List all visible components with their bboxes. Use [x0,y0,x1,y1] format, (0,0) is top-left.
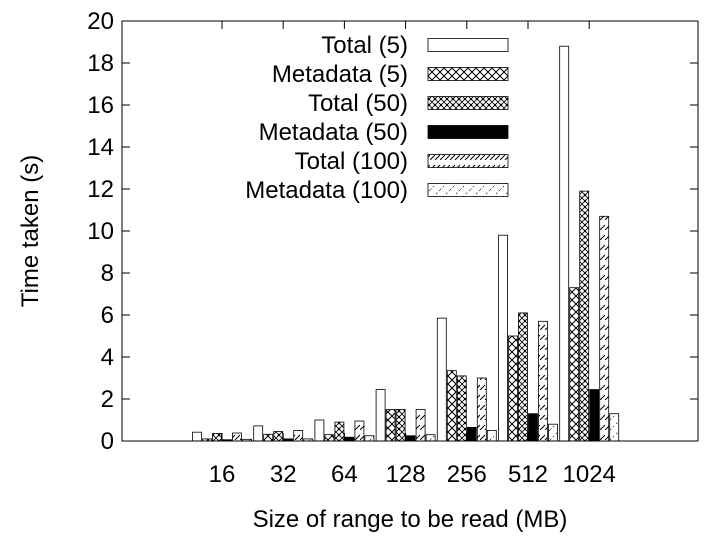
x-ticks: 16 32 64 128 256 512 1024 [209,21,616,488]
x-tick-label: 512 [508,461,548,488]
bar-light-dash-128 [425,434,436,442]
bar-crosshatch-1024 [569,287,580,442]
y-tick-label: 4 [101,344,114,371]
y-tick-label: 0 [101,428,114,455]
x-axis-label: Size of range to be read (MB) [253,506,568,533]
bar-dotted-cross-32 [273,431,284,442]
y-tick-label: 14 [87,134,114,161]
bar-diagonal-dash-256 [476,377,487,442]
bar-solid-black-128 [405,435,416,442]
legend-label: Metadata (5) [272,61,408,88]
bar-crosshatch-256 [446,370,457,442]
bar-crosshatch-128 [385,409,396,442]
y-tick-label: 6 [101,302,114,329]
x-tick-label: 64 [331,461,358,488]
bar-outline-128 [375,389,386,442]
legend-label: Total (5) [321,32,408,59]
bar-light-dash-1024 [609,413,620,442]
legend: Total (5)Metadata (5)Total (50)Metadata … [245,32,509,204]
bar-solid-black-64 [344,436,355,442]
bar-crosshatch-512 [508,335,518,442]
legend-swatch-outline [427,38,509,52]
bar-dotted-cross-128 [395,409,406,442]
bar-solid-black-1024 [589,389,600,442]
x-tick-label: 256 [447,461,487,488]
y-tick-label: 10 [87,218,114,245]
y-tick-label: 8 [101,260,114,287]
bar-solid-black-256 [466,426,477,442]
x-tick-label: 128 [386,461,426,488]
legend-label: Metadata (50) [259,119,408,146]
y-tick-label: 2 [101,386,114,413]
x-tick-label: 32 [270,461,297,488]
plot-frame [121,20,699,442]
y-tick-label: 16 [87,92,114,119]
bar-dotted-cross-16 [212,433,222,442]
legend-swatch-diagonal-dash [427,154,509,168]
y-ticks: 0 2 4 6 8 10 12 14 16 18 20 [87,8,698,455]
bar-outline-256 [436,317,447,442]
y-tick-label: 18 [87,50,114,77]
bar-solid-black-512 [528,413,538,442]
bars-layer [192,45,620,442]
bar-outline-1024 [559,45,570,442]
bar-diagonal-dash-1024 [599,215,610,442]
legend-label: Total (100) [295,148,408,175]
bar-dotted-cross-1024 [579,190,590,442]
bar-outline-32 [253,425,264,442]
bar-diagonal-dash-128 [415,409,426,442]
legend-swatch-solid-black [427,125,509,139]
legend-swatch-crosshatch [427,67,509,81]
bar-outline-64 [314,419,325,442]
bar-diagonal-dash-16 [232,432,242,442]
legend-label: Metadata (100) [245,177,408,204]
x-tick-label: 1024 [563,461,616,488]
y-axis-label: Time taken (s) [17,155,44,307]
bar-crosshatch-64 [324,434,335,442]
bar-dotted-cross-512 [518,312,528,442]
y-tick-label: 12 [87,176,114,203]
bar-diagonal-dash-64 [354,420,365,442]
bar-diagonal-dash-32 [293,430,304,442]
bar-outline-16 [192,431,202,442]
x-tick-label: 16 [209,461,236,488]
bar-crosshatch-32 [263,433,274,442]
bar-diagonal-dash-512 [538,320,548,442]
bar-light-dash-512 [548,423,558,442]
legend-label: Total (50) [308,90,408,117]
bar-dotted-cross-64 [334,421,345,442]
bar-outline-512 [498,234,508,442]
bar-dotted-cross-256 [456,375,467,442]
y-tick-label: 20 [87,8,114,35]
axes-layer [121,20,699,442]
bar-light-dash-256 [486,430,497,442]
bar-light-dash-64 [364,435,375,442]
legend-swatch-dotted-cross [427,96,509,110]
legend-swatch-light-dash [427,183,509,197]
